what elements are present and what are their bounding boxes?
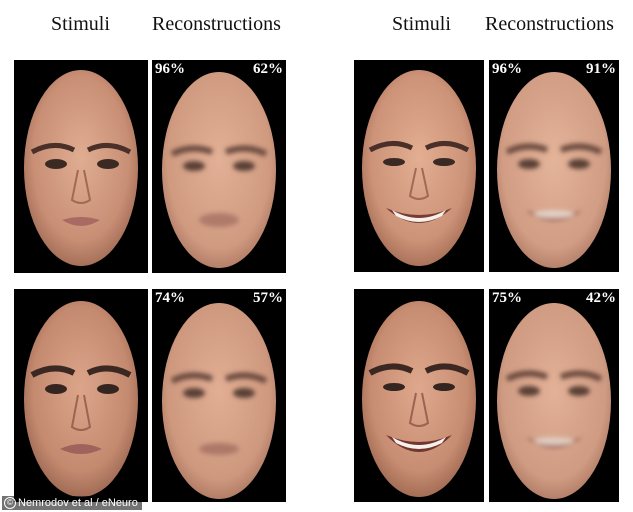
match-percent-left: 74% (155, 290, 185, 306)
header-stimuli-left: Stimuli (51, 13, 110, 35)
stimulus-image (354, 60, 484, 272)
stimulus-image (14, 60, 148, 273)
reconstruction-image: 74% 57% (152, 289, 286, 502)
image-credit: © Nemrodov et al / eNeuro (2, 496, 142, 510)
stimulus-image (354, 289, 484, 502)
reconstruction-image: 96% 62% (152, 60, 286, 273)
match-percent-left: 75% (492, 290, 522, 306)
match-percent-left: 96% (492, 61, 522, 77)
match-percent-right: 91% (586, 61, 616, 77)
match-percent-left: 96% (155, 61, 185, 77)
reconstruction-image: 75% 42% (489, 289, 619, 502)
match-percent-right: 42% (586, 290, 616, 306)
face-photo (24, 301, 138, 497)
face-photo (497, 303, 611, 499)
match-percent-right: 62% (253, 61, 283, 77)
match-percent-right: 57% (253, 290, 283, 306)
face-photo (162, 303, 276, 499)
header-reconstructions-left: Reconstructions (152, 13, 281, 35)
face-photo (24, 70, 138, 266)
face-photo (362, 70, 476, 266)
face-photo (497, 72, 611, 268)
credit-text: Nemrodov et al / eNeuro (18, 497, 138, 509)
copyright-icon: © (4, 497, 16, 509)
header-stimuli-right: Stimuli (392, 13, 451, 35)
face-photo (162, 72, 276, 268)
reconstruction-image: 96% 91% (489, 60, 619, 272)
stimulus-image (14, 289, 148, 502)
face-photo (362, 301, 476, 497)
header-reconstructions-right: Reconstructions (485, 13, 614, 35)
